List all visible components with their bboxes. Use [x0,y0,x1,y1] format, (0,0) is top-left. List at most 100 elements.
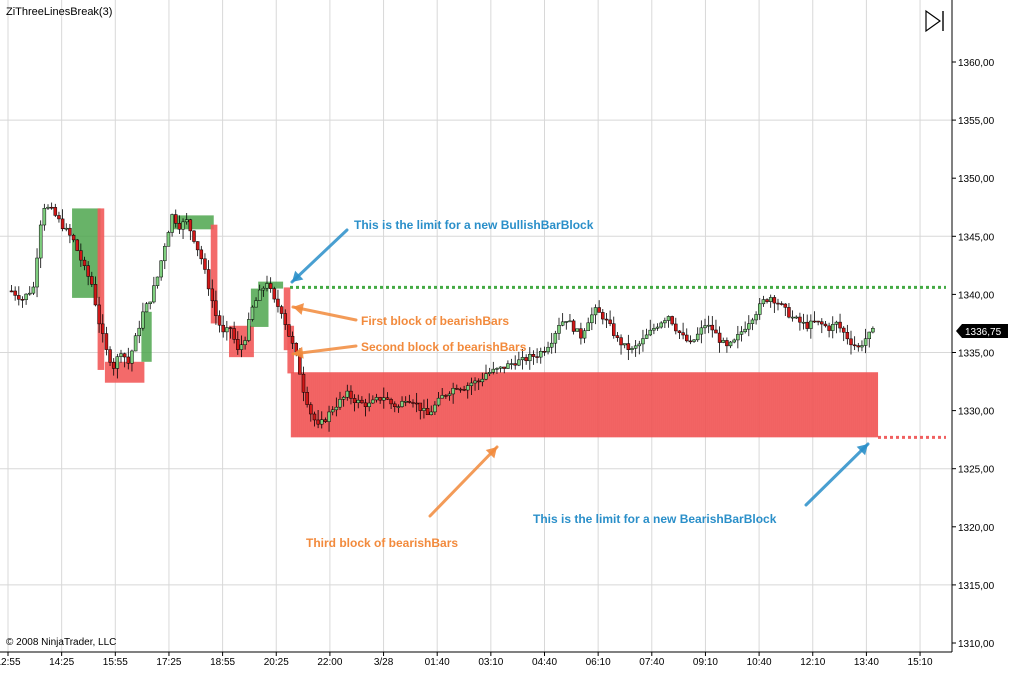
bearish-bar-block [97,208,105,370]
bullish-limit-annotation: This is the limit for a new BullishBarBl… [354,218,594,232]
bullish-candle [170,214,174,233]
bearish-candle [765,299,769,302]
bullish-candle [736,334,740,341]
y-tick-label: 1360,00 [958,58,995,69]
bearish-candle [97,304,101,325]
y-tick-label: 1310,00 [958,639,995,650]
bullish-candle [436,397,441,406]
bullish-candle [487,372,492,374]
bearish-candle [535,356,539,358]
bearish-candle [841,327,846,333]
bullish-candle [648,329,652,336]
play-icon[interactable] [925,9,942,33]
bullish-candle [539,351,543,358]
y-tick-label: 1315,00 [958,581,995,592]
bullish-candle [590,314,594,324]
bullish-candle [338,399,342,408]
bearish-candle [214,300,218,316]
bearish-candle [305,392,309,405]
bullish-candle [159,260,163,278]
y-axis-ticks: 1310,00 1315,00 1320,00 1325,00 1330,00 1335,… [952,58,995,650]
bearish-candle [688,340,693,343]
third-block-arrow [428,445,499,518]
bearish-candle [363,402,368,407]
bearish-candle [710,324,715,331]
bullish-candle [447,393,452,396]
bearish-candle [68,227,72,236]
bearish-candle [717,332,722,343]
bullish-candle [644,334,649,339]
bearish-candle [571,320,576,332]
bearish-candle [502,366,506,369]
x-tick-label: 07:40 [639,657,664,668]
x-tick-label: 13:40 [854,657,879,668]
bullish-candle [141,311,145,329]
bearish-candle [849,338,853,346]
bearish-candle [714,329,718,334]
bearish-candle [236,339,240,350]
y-tick-label: 1325,00 [958,465,995,476]
bullish-candle [495,368,499,370]
bullish-candle [564,321,569,323]
x-tick-label: 12:55 [0,657,21,668]
bearish-candle [174,214,178,224]
bullish-candle [739,331,744,335]
bearish-candle [725,340,729,347]
bullish-candle [582,330,587,339]
last-price-badge [956,324,1008,338]
bullish-candle [184,219,189,223]
bearish-candle [608,319,612,324]
bullish-candle [568,320,572,323]
bearish-candle [812,320,817,323]
bullish-candle [491,368,496,373]
x-tick-label: 15:55 [103,657,128,668]
bearish-candle [13,290,17,296]
bearish-candle [104,333,109,350]
bullish-candle [31,286,36,294]
bullish-candle [119,353,123,357]
bearish-candle [210,288,214,302]
bullish-candle [520,357,525,361]
bearish-candle [360,399,364,404]
bullish-candle [809,320,813,329]
bearish-candle [779,303,784,305]
bullish-candle [517,359,521,366]
bearish-candle [524,357,528,362]
copyright-text: © 2008 NinjaTrader, LLC [6,637,116,648]
y-tick-label: 1350,00 [958,174,995,185]
bearish-candle [349,390,353,399]
bullish-candle [721,340,725,343]
bullish-candle [768,297,773,302]
bearish-candle [612,323,616,336]
bullish-candle [692,339,696,342]
bearish-candle [49,206,54,209]
bullish-candle [758,303,762,315]
bullish-candle [371,399,375,404]
bearish-candle [352,398,357,404]
bearish-candle [82,259,87,266]
bearish-candle [787,307,791,318]
bearish-candle [411,402,415,404]
bullish-candle [382,397,386,401]
bearish-candle [681,332,685,336]
bullish-candle [327,411,331,422]
bearish-candle [290,336,295,344]
bullish-candle [506,363,510,369]
bearish-candle [772,297,777,304]
bearish-candle [852,344,857,347]
scroll-end-button[interactable] [925,9,944,33]
bearish-candle [323,419,328,422]
x-tick-label: 18:55 [210,657,235,668]
bullish-candle [593,307,598,316]
bullish-candle [528,354,532,362]
chart-title: ZiThreeLinesBreak(3) [6,6,112,18]
bullish-candle [38,224,43,259]
bearish-candle [805,321,809,329]
bullish-candle [115,356,120,369]
second-block-annotation: Second block of bearishBars [361,340,527,354]
bearish-candle [309,404,313,415]
x-tick-label: 20:25 [264,657,289,668]
bullish-candle [341,396,346,400]
bearish-candle [393,403,397,407]
bearish-candle [90,276,94,285]
